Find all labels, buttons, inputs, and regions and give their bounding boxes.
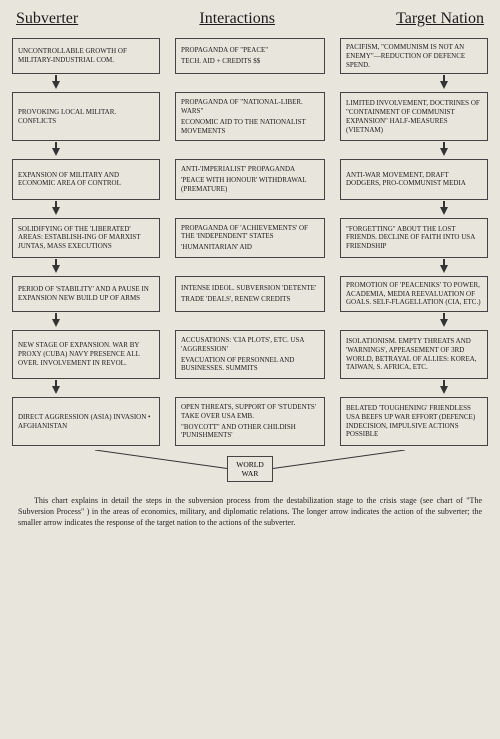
down-arrows-row: [12, 204, 488, 218]
header-interactions: Interactions: [199, 10, 275, 28]
converge-arrows: WORLD WAR: [12, 452, 488, 482]
flow-row: PERIOD OF 'STABILITY' AND A PAUSE IN EXP…: [12, 276, 488, 312]
arrow-down-icon: [52, 319, 60, 327]
interaction-line-2: 'PEACE WITH HONOUR' WITHDRAWAL (PREMATUR…: [181, 175, 319, 195]
subverter-box: SOLIDIFYING OF THE 'LIBERATED' AREAS: ES…: [12, 218, 160, 258]
arrow-down-icon: [440, 81, 448, 89]
arrow-down-icon: [52, 148, 60, 156]
subverter-box: DIRECT AGGRESSION (ASIA) INVASION • AFGH…: [12, 397, 160, 446]
caption-text: This chart explains in detail the steps …: [12, 496, 488, 528]
flow-row: DIRECT AGGRESSION (ASIA) INVASION • AFGH…: [12, 397, 488, 446]
world-war-line1: WORLD: [236, 460, 264, 469]
flow-row: PROVOKING LOCAL MILITAR. CONFLICTS PROPAG…: [12, 92, 488, 141]
target-box: LIMITED INVOLVEMENT, DOCTRINES OF "CONTA…: [340, 92, 488, 141]
interaction-line-1: PROPAGANDA OF "PEACE": [181, 45, 319, 56]
interaction-line-2: TECH. AID + CREDITS $$: [181, 56, 319, 67]
arrow-down-icon: [440, 207, 448, 215]
target-box: "FORGETTING" ABOUT THE LOST FRIENDS. DEC…: [340, 218, 488, 258]
interaction-box: PROPAGANDA OF "NATIONAL-LIBER. WARS"ECON…: [175, 92, 325, 141]
target-box: ANTI-WAR MOVEMENT, DRAFT DODGERS, PRO-CO…: [340, 159, 488, 199]
flow-row: NEW STAGE OF EXPANSION. WAR BY PROXY (CU…: [12, 330, 488, 379]
interaction-line-1: PROPAGANDA OF "NATIONAL-LIBER. WARS": [181, 97, 319, 117]
down-arrows-row: [12, 78, 488, 92]
header-target: Target Nation: [396, 10, 484, 28]
subverter-box: NEW STAGE OF EXPANSION. WAR BY PROXY (CU…: [12, 330, 160, 379]
arrow-down-icon: [52, 207, 60, 215]
column-headers: Subverter Interactions Target Nation: [12, 10, 488, 28]
interaction-box: ACCUSATIONS: 'CIA PLOTS', ETC. USA 'AGGR…: [175, 330, 325, 379]
header-subverter: Subverter: [16, 10, 78, 28]
arrow-down-icon: [440, 265, 448, 273]
interaction-line-2: EVACUATION OF PERSONNEL AND BUSINESSES. …: [181, 355, 319, 375]
interaction-line-1: INTENSE IDEOL. SUBVERSION 'DETENTE': [181, 283, 319, 294]
interaction-line-1: ANTI-'IMPERIALIST' PROPAGANDA: [181, 164, 319, 175]
interaction-line-1: ACCUSATIONS: 'CIA PLOTS', ETC. USA 'AGGR…: [181, 335, 319, 355]
interaction-box: ANTI-'IMPERIALIST' PROPAGANDA'PEACE WITH…: [175, 159, 325, 199]
subverter-box: EXPANSION OF MILITARY AND ECONOMIC AREA …: [12, 159, 160, 199]
interaction-line-2: 'HUMANITARIAN' AID: [181, 242, 319, 253]
interaction-line-2: ECONOMIC AID TO THE NATIONALIST MOVEMENT…: [181, 117, 319, 137]
arrow-down-icon: [440, 148, 448, 156]
interaction-line-1: PROPAGANDA OF 'ACHIEVEMENTS' OF THE 'IND…: [181, 223, 319, 243]
down-arrows-row: [12, 145, 488, 159]
flow-row: UNCONTROLLABLE GROWTH OF MILITARY-INDUST…: [12, 38, 488, 74]
flow-row: EXPANSION OF MILITARY AND ECONOMIC AREA …: [12, 159, 488, 199]
target-box: BELATED 'TOUGHENING' FRIENDLESS USA BEEF…: [340, 397, 488, 446]
interaction-box: PROPAGANDA OF 'ACHIEVEMENTS' OF THE 'IND…: [175, 218, 325, 258]
interaction-line-1: OPEN THREATS, SUPPORT OF 'STUDENTS' TAKE…: [181, 402, 319, 422]
arrow-down-icon: [440, 386, 448, 394]
interaction-box: INTENSE IDEOL. SUBVERSION 'DETENTE'TRADE…: [175, 276, 325, 312]
subverter-box: PROVOKING LOCAL MILITAR. CONFLICTS: [12, 92, 160, 141]
arrow-down-icon: [440, 319, 448, 327]
arrow-down-icon: [52, 386, 60, 394]
page: Subverter Interactions Target Nation UNC…: [0, 0, 500, 538]
target-box: PROMOTION OF 'PEACENIKS' TO POWER, ACADE…: [340, 276, 488, 312]
world-war-box: WORLD WAR: [227, 456, 273, 482]
target-box: ISOLATIONISM. EMPTY THREATS AND 'WARNING…: [340, 330, 488, 379]
down-arrows-row: [12, 383, 488, 397]
down-arrows-row: [12, 316, 488, 330]
subverter-box: UNCONTROLLABLE GROWTH OF MILITARY-INDUST…: [12, 38, 160, 74]
world-war-line2: WAR: [236, 469, 264, 478]
interaction-box: PROPAGANDA OF "PEACE"TECH. AID + CREDITS…: [175, 38, 325, 74]
flow-row: SOLIDIFYING OF THE 'LIBERATED' AREAS: ES…: [12, 218, 488, 258]
arrow-down-icon: [52, 265, 60, 273]
interaction-box: OPEN THREATS, SUPPORT OF 'STUDENTS' TAKE…: [175, 397, 325, 446]
arrow-down-icon: [52, 81, 60, 89]
flowchart-grid: UNCONTROLLABLE GROWTH OF MILITARY-INDUST…: [12, 38, 488, 446]
subverter-box: PERIOD OF 'STABILITY' AND A PAUSE IN EXP…: [12, 276, 160, 312]
down-arrows-row: [12, 262, 488, 276]
interaction-line-2: "BOYCOTT" AND OTHER CHILDISH 'PUNISHMENT…: [181, 422, 319, 442]
target-box: PACIFISM, "COMMUNISM IS NOT AN ENEMY"—RE…: [340, 38, 488, 74]
interaction-line-2: TRADE 'DEALS', RENEW CREDITS: [181, 294, 319, 305]
